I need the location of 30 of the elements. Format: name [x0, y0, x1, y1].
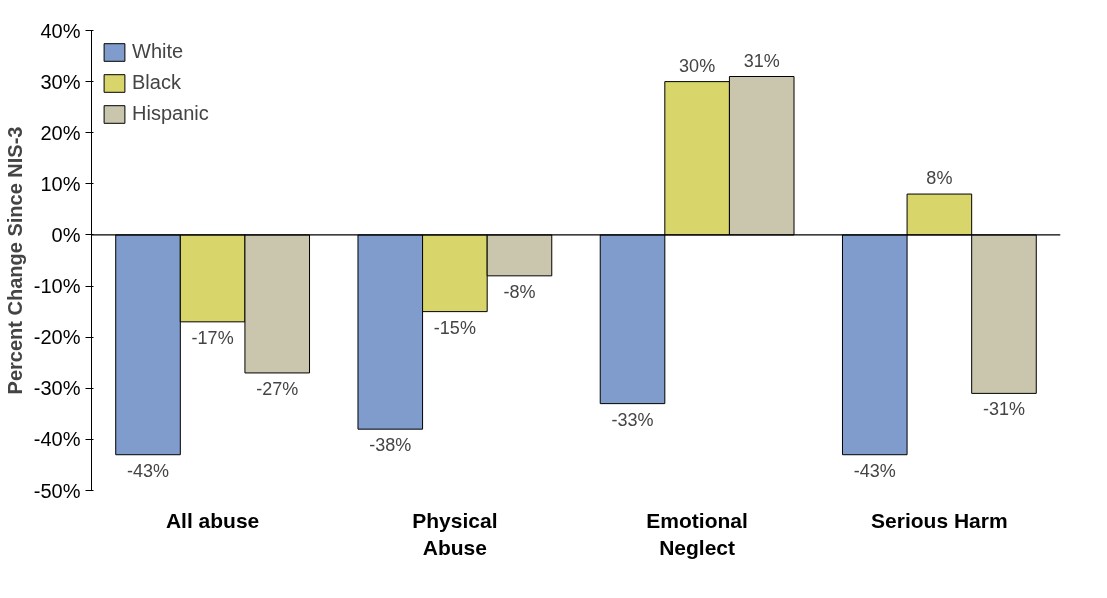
x-tick-label: Physical Abuse	[412, 508, 498, 560]
data-label: -31%	[982, 399, 1025, 420]
y-tick-label: -30%	[33, 377, 81, 400]
y-axis-title: Percent Change Since NIS-3	[3, 126, 26, 395]
data-label: 31%	[743, 50, 780, 71]
y-tick-label: -10%	[33, 275, 81, 298]
y-tick-label: 30%	[40, 70, 81, 93]
y-tick-label: -40%	[33, 428, 81, 451]
data-label: -33%	[611, 409, 654, 430]
legend-label: Hispanic	[132, 102, 209, 125]
data-label: -17%	[191, 327, 234, 348]
data-label: -43%	[127, 460, 170, 481]
y-tick-label: -20%	[33, 326, 81, 349]
y-tick-label: 40%	[40, 19, 81, 42]
x-tick-label: Emotional Neglect	[646, 508, 748, 560]
data-label: -43%	[853, 460, 896, 481]
x-tick-label: All abuse	[165, 508, 260, 532]
x-tick-label: Serious Harm	[871, 508, 1008, 532]
y-tick-label: -50%	[33, 479, 81, 502]
y-tick-label: 10%	[40, 172, 81, 195]
legend-label: Black	[132, 71, 181, 94]
data-label: 30%	[679, 55, 716, 76]
y-tick-label: 20%	[40, 121, 81, 144]
data-label: -38%	[369, 435, 412, 456]
data-label: -15%	[433, 317, 476, 338]
y-tick-label: 0%	[51, 223, 81, 246]
data-label: -8%	[503, 281, 536, 302]
data-label: 8%	[926, 168, 953, 189]
data-label: -27%	[256, 378, 299, 399]
legend-label: White	[132, 40, 184, 63]
